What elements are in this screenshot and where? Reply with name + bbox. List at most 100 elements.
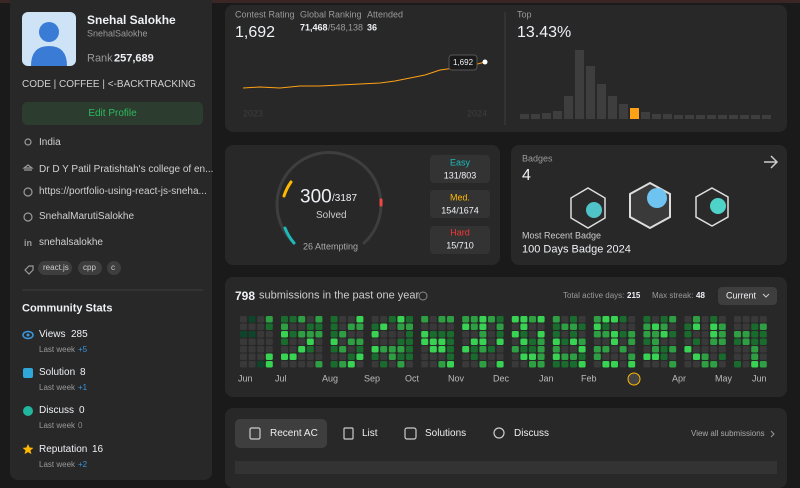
heatmap-cell	[388, 316, 396, 323]
heatmap-cell	[520, 331, 528, 338]
heatmap-cell	[529, 361, 536, 368]
heatmap-cell	[578, 361, 586, 368]
heatmap-cell	[421, 353, 429, 360]
heatmap-cell	[628, 346, 636, 353]
heatmap-cell	[447, 331, 454, 338]
heatmap-cell	[643, 331, 651, 338]
heatmap-cell	[701, 316, 709, 323]
tab-label[interactable]: Discuss	[514, 428, 550, 439]
heatmap-cell	[561, 323, 569, 330]
heatmap-cell	[315, 361, 323, 368]
badge-icons	[570, 181, 729, 230]
heatmap-cell	[462, 331, 470, 338]
info-icons	[22, 138, 34, 275]
heatmap-cell	[429, 361, 437, 368]
heatmap-cell	[628, 361, 636, 368]
heatmap-cell	[429, 323, 437, 330]
heatmap-cell	[265, 316, 273, 323]
stat-icons	[22, 330, 34, 455]
difficulty-boxes	[430, 155, 490, 254]
heatmap-cell	[479, 316, 487, 323]
tab-label[interactable]: Solutions	[425, 428, 467, 439]
tab-label[interactable]: Recent AC	[270, 428, 318, 439]
heatmap-cell	[289, 323, 297, 330]
heatmap-cell	[684, 316, 692, 323]
heatmap-cell	[438, 316, 446, 323]
heatmap-cell	[511, 338, 519, 345]
heatmap-cell	[462, 316, 470, 323]
difficulty-name: Med.	[449, 192, 471, 203]
heatmap-cell	[447, 323, 454, 330]
heatmap-cell	[248, 323, 256, 330]
recent-badge-label: Most Recent Badge	[522, 230, 602, 241]
dropdown[interactable]	[718, 287, 777, 305]
heatmap-cell	[496, 346, 504, 353]
heatmap-cell	[479, 361, 487, 368]
avatar-body	[31, 46, 67, 66]
heatmap-cell	[339, 323, 347, 330]
heatmap-cell	[710, 323, 718, 330]
sidebar	[10, 0, 212, 480]
badges-arrow[interactable]	[764, 155, 779, 169]
edit-profile-button[interactable]	[22, 102, 203, 125]
year-label: 2023	[243, 108, 264, 119]
heatmap-cell	[684, 331, 692, 338]
heatmap-cell	[511, 316, 519, 323]
heatmap-cell	[693, 353, 700, 360]
last-week-label: Last week	[39, 460, 76, 469]
heatmap-cell	[643, 323, 651, 330]
heatmap-cell	[380, 323, 388, 330]
heatmap-cell	[701, 346, 709, 353]
last-week-value: +1	[78, 383, 88, 392]
heatmap-cell	[628, 323, 636, 330]
heatmap-cell	[306, 338, 314, 345]
tab-label[interactable]: List	[362, 428, 378, 439]
heatmap-cell	[470, 331, 478, 338]
heatmap-cell	[669, 361, 677, 368]
heatmap-cell	[397, 331, 405, 338]
global-total: /548,138	[328, 22, 364, 33]
heatmap-cell	[537, 346, 545, 353]
last-week-value: +5	[78, 345, 88, 354]
heatmap-cell	[315, 331, 323, 338]
heatmap-cell	[315, 346, 323, 353]
global-rank: 71,468	[300, 22, 328, 33]
heatmap-cell	[380, 346, 388, 353]
heatmap-cell	[759, 346, 767, 353]
heatmap-cell	[652, 323, 659, 330]
heatmap-cell	[298, 323, 306, 330]
heatmap-cell	[462, 361, 470, 368]
max-streak: 48	[696, 291, 705, 300]
heatmap-cell	[693, 331, 700, 338]
heatmap-cell	[240, 361, 247, 368]
heatmap-cell	[306, 331, 314, 338]
heatmap-cell	[496, 316, 504, 323]
active-days: 215	[627, 291, 641, 300]
difficulty-count: 131/803	[443, 170, 477, 181]
heatmap-cell	[315, 316, 323, 323]
heatmap-cell	[537, 338, 545, 345]
active-days-label: Total active days:	[563, 291, 625, 300]
month-label: Feb	[581, 373, 597, 384]
heatmap-cell	[479, 346, 487, 353]
heatmap-cell	[406, 353, 413, 360]
heatmap-cell	[611, 331, 618, 338]
heatmap-cell	[281, 331, 288, 338]
heatmap-cell	[470, 323, 478, 330]
heatmap-cell	[330, 331, 338, 338]
max-streak-label: Max streak:	[652, 291, 694, 300]
heatmap-cell	[734, 316, 741, 323]
stat-value: 16	[92, 444, 104, 455]
heatmap-cell	[421, 323, 429, 330]
heatmap-cell	[496, 353, 504, 360]
heatmap-cell	[652, 353, 659, 360]
heatmap-cell	[561, 316, 569, 323]
heatmap-cell	[281, 361, 288, 368]
heatmap-cell	[240, 331, 247, 338]
active-tab[interactable]	[235, 419, 327, 448]
heatmap-cell	[421, 346, 429, 353]
heatmap-cell	[347, 323, 355, 330]
heatmap-cell	[669, 323, 677, 330]
heatmap-cell	[602, 323, 610, 330]
view-all[interactable]: View all submissions	[691, 429, 765, 438]
